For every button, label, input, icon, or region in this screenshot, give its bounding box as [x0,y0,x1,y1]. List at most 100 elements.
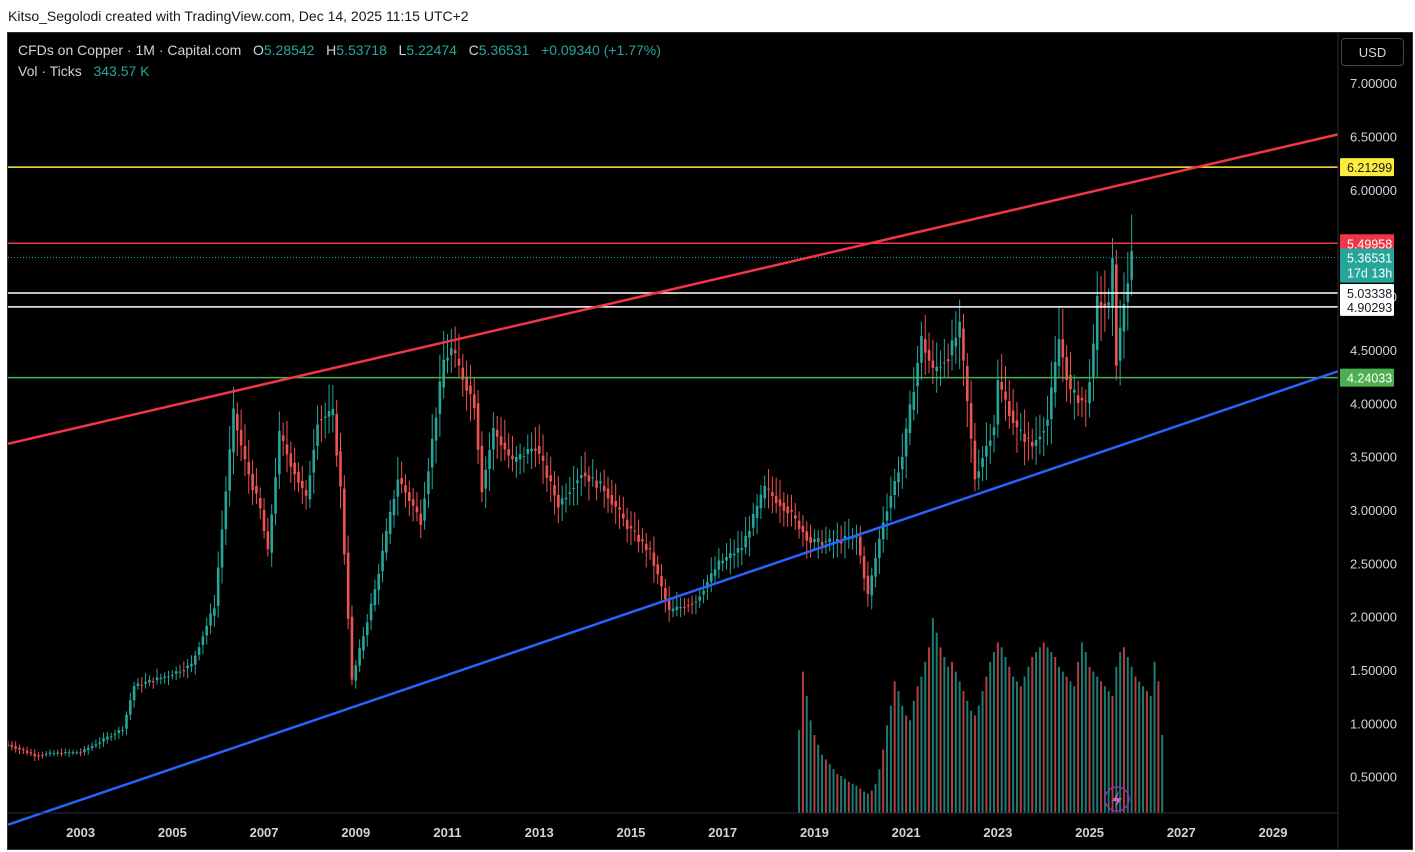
candle-body [71,752,75,754]
candle-body [683,606,686,608]
candle-body [885,511,889,521]
candle-body [1080,397,1084,401]
candle-body [1050,387,1053,420]
candle-body [813,539,816,542]
candle-body [839,541,843,544]
volume-bar [897,691,900,813]
candle-body [404,485,407,493]
lightning-icon[interactable] [1104,786,1130,812]
volume-bar [798,730,801,813]
time-axis[interactable]: 2003 2005 2007 2009 2011 2013 2015 2017 2019 2021… [8,812,1338,840]
candle-body [713,569,717,576]
candle-body [855,536,858,538]
candle-body [274,476,277,514]
candle-body [1038,436,1042,440]
candle-body [530,448,533,452]
candle-body [304,490,308,496]
candle-body [182,670,186,672]
volume-bar [1046,647,1049,813]
candle-body [197,647,201,655]
symbol-title[interactable]: CFDs on Copper · 1M · Capital.com [18,42,242,58]
candle-body [488,449,491,470]
candle-body [732,553,736,556]
candle-body [1092,343,1095,377]
candle-body [518,454,522,460]
candle-body [270,514,274,553]
volume-bar [1107,691,1110,813]
candle-body [1034,440,1038,446]
candle-body [209,613,212,626]
candle-body [37,755,40,757]
candle-body [610,494,614,505]
candle-body [748,531,751,538]
volume-bar [874,783,877,813]
volume-bar [958,681,961,813]
volume-bar [1161,735,1164,813]
candle-body [946,359,950,362]
candle-body [828,538,831,542]
horizontal-levels[interactable] [8,166,1338,379]
candle-body [797,520,801,530]
candle-body [973,440,977,480]
candle-body [618,507,621,510]
candle-body [866,575,870,595]
volume-bar [832,769,835,813]
volume-bar [1080,642,1083,813]
chart-container[interactable]: 0.50000 1.00000 1.50000 2.00000 2.50000 3.000… [7,32,1413,850]
volume-bar [809,720,812,813]
candle-body [343,488,346,555]
candle-body [278,430,281,475]
candle-body [557,494,560,508]
time-tick-label: 2005 [158,825,187,840]
candle-body [644,543,648,551]
lightning-icon-button[interactable] [1104,786,1130,812]
volume-bar [977,705,980,813]
volume-bar [813,735,816,813]
candle-body [427,471,430,494]
candle-body [178,671,182,673]
candle-body [954,337,958,347]
volume-label[interactable]: Vol · Ticks [18,63,82,79]
volume-bar [828,764,831,813]
candle-body [60,753,63,755]
volume-bar [1145,691,1148,813]
candle-body [943,362,946,364]
trendline[interactable] [8,133,1339,446]
candle-body [698,596,702,601]
candle-body [920,335,923,363]
volume-bar [1015,681,1018,813]
volume-bar [1142,686,1145,813]
candle-body [969,403,973,439]
candle-body [916,363,919,387]
candle-body [442,359,445,388]
currency-button[interactable]: USD [1341,38,1404,66]
price-tick-label: 3.50000 [1350,450,1397,465]
level-price-label-bg [1340,368,1394,387]
candle-body [205,625,209,636]
candle-body [625,519,629,530]
candle-body [878,538,881,558]
candle-body [438,381,442,414]
volume-bar [1069,681,1072,813]
volume-bar [973,715,976,813]
time-tick-label: 2013 [525,825,554,840]
volume-bar [901,705,904,813]
volume-bar [878,769,881,813]
trendline[interactable] [8,370,1339,826]
price-tick-label: 2.00000 [1350,610,1397,625]
price-axis[interactable]: 0.50000 1.00000 1.50000 2.00000 2.50000 3.000… [1337,33,1412,849]
candle-body [228,449,231,491]
candle-body [1076,395,1080,403]
trendlines[interactable] [8,133,1339,826]
candle-body [1019,429,1023,431]
level-price-label: 4.24033 [1347,372,1392,386]
candle-body [266,531,270,550]
candle-body [985,445,988,457]
candle-body [893,481,896,496]
candle-body [297,471,300,483]
candle-body [931,360,935,368]
volume-bar [1138,681,1141,813]
volume-bar [1008,666,1011,813]
candle-body [239,429,243,446]
price-chart[interactable]: 0.50000 1.00000 1.50000 2.00000 2.50000 3.000… [8,33,1412,849]
